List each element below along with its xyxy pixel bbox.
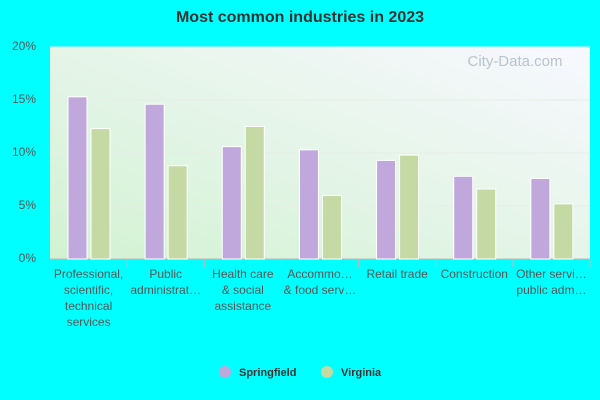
bar xyxy=(67,96,88,260)
bar xyxy=(90,128,111,260)
x-tick-label: Public xyxy=(149,267,182,281)
bar xyxy=(144,103,165,260)
x-tick-label: administrat… xyxy=(130,283,201,297)
y-tick-label: 5% xyxy=(19,198,37,212)
bar xyxy=(221,146,242,260)
x-tick-label: scientific, xyxy=(64,283,113,297)
x-tick-label: Construction xyxy=(441,267,508,281)
bar xyxy=(244,126,265,260)
bar xyxy=(530,177,551,260)
bar xyxy=(553,203,574,260)
bar xyxy=(167,165,188,260)
x-tick-label: Professional, xyxy=(54,267,123,281)
legend-label: Virginia xyxy=(341,367,382,379)
bar xyxy=(376,159,397,260)
y-tick-label: 20% xyxy=(12,39,36,53)
bar xyxy=(476,188,497,260)
x-tick-label: Health care xyxy=(212,267,274,281)
bar xyxy=(298,149,319,260)
bar xyxy=(453,175,474,260)
legend-label: Springfield xyxy=(239,367,296,379)
legend-marker xyxy=(219,366,231,378)
x-tick-label: & food serv… xyxy=(284,283,357,297)
x-tick-label: Retail trade xyxy=(366,267,428,281)
y-tick-label: 0% xyxy=(19,251,37,265)
watermark: City-Data.com xyxy=(467,53,562,70)
x-tick-label: services xyxy=(67,315,111,329)
y-tick-label: 15% xyxy=(12,92,36,106)
bar xyxy=(399,154,420,260)
bar xyxy=(321,194,342,260)
y-tick-label: 10% xyxy=(12,145,36,159)
x-tick-label: Other servi… xyxy=(516,267,587,281)
x-tick-label: technical xyxy=(65,299,112,313)
x-tick-label: assistance xyxy=(215,299,272,313)
legend-marker xyxy=(321,366,333,378)
x-tick-label: public adm… xyxy=(516,283,586,297)
x-tick-label: & social xyxy=(222,283,264,297)
x-tick-label: Accommo… xyxy=(287,267,352,281)
chart-title: Most common industries in 2023 xyxy=(176,9,424,26)
